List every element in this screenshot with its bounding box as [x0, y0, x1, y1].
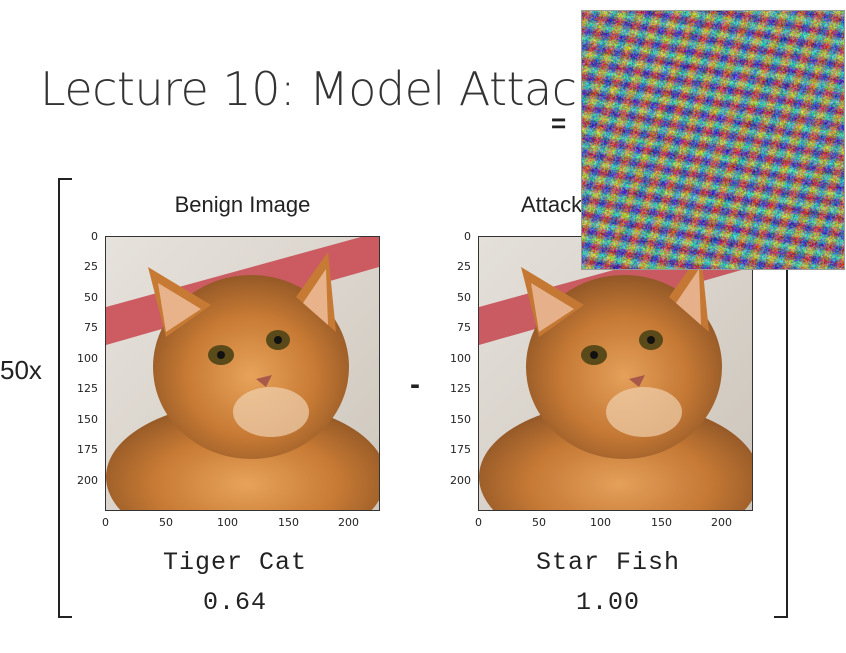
y-tick: 25 [84, 260, 98, 273]
x-tick: 50 [532, 516, 546, 529]
y-tick: 200 [77, 474, 98, 487]
attack-cat-image [478, 236, 753, 511]
x-tick: 150 [278, 516, 299, 529]
attack-image-title: Attack [521, 192, 583, 217]
x-tick: 0 [102, 516, 109, 529]
y-tick: 75 [457, 321, 471, 334]
benign-image-title: Benign Image [174, 192, 311, 217]
benign-x-axis: 0 50 100 150 200 [100, 516, 380, 532]
benign-class-label: Tiger Cat [162, 548, 308, 577]
attack-class-label: Star Fish [535, 548, 681, 577]
y-tick: 50 [457, 291, 471, 304]
x-tick: 100 [590, 516, 611, 529]
multiplier-label: 50x [0, 355, 42, 385]
y-tick: 50 [84, 291, 98, 304]
y-tick: 125 [77, 382, 98, 395]
x-tick: 200 [711, 516, 732, 529]
y-tick: 150 [77, 413, 98, 426]
y-tick: 0 [91, 230, 98, 243]
benign-cat-image [105, 236, 380, 511]
y-tick: 150 [450, 413, 471, 426]
y-tick: 100 [450, 352, 471, 365]
attack-score: 1.00 [575, 588, 640, 617]
y-tick: 200 [450, 474, 471, 487]
cat-picture-icon [106, 237, 379, 510]
perturbation-noise-icon [582, 11, 844, 269]
equals-sign: = [551, 108, 567, 138]
benign-y-axis: 0 25 50 75 100 125 150 175 200 [60, 230, 104, 510]
y-tick: 100 [77, 352, 98, 365]
slide-title: Lecture 10: Model Attack [40, 62, 603, 116]
y-tick: 0 [464, 230, 471, 243]
y-tick: 175 [450, 443, 471, 456]
minus-sign: - [410, 368, 420, 401]
benign-score: 0.64 [202, 588, 267, 617]
x-tick: 200 [338, 516, 359, 529]
attack-x-axis: 0 50 100 150 200 [473, 516, 753, 532]
attack-y-axis: 0 25 50 75 100 125 150 175 200 [433, 230, 477, 510]
y-tick: 175 [77, 443, 98, 456]
left-bracket [58, 178, 72, 618]
perturbation-noise-image [581, 10, 845, 270]
x-tick: 100 [217, 516, 238, 529]
y-tick: 25 [457, 260, 471, 273]
x-tick: 0 [475, 516, 482, 529]
x-tick: 50 [159, 516, 173, 529]
y-tick: 125 [450, 382, 471, 395]
x-tick: 150 [651, 516, 672, 529]
y-tick: 75 [84, 321, 98, 334]
cat-picture-icon [479, 237, 752, 510]
